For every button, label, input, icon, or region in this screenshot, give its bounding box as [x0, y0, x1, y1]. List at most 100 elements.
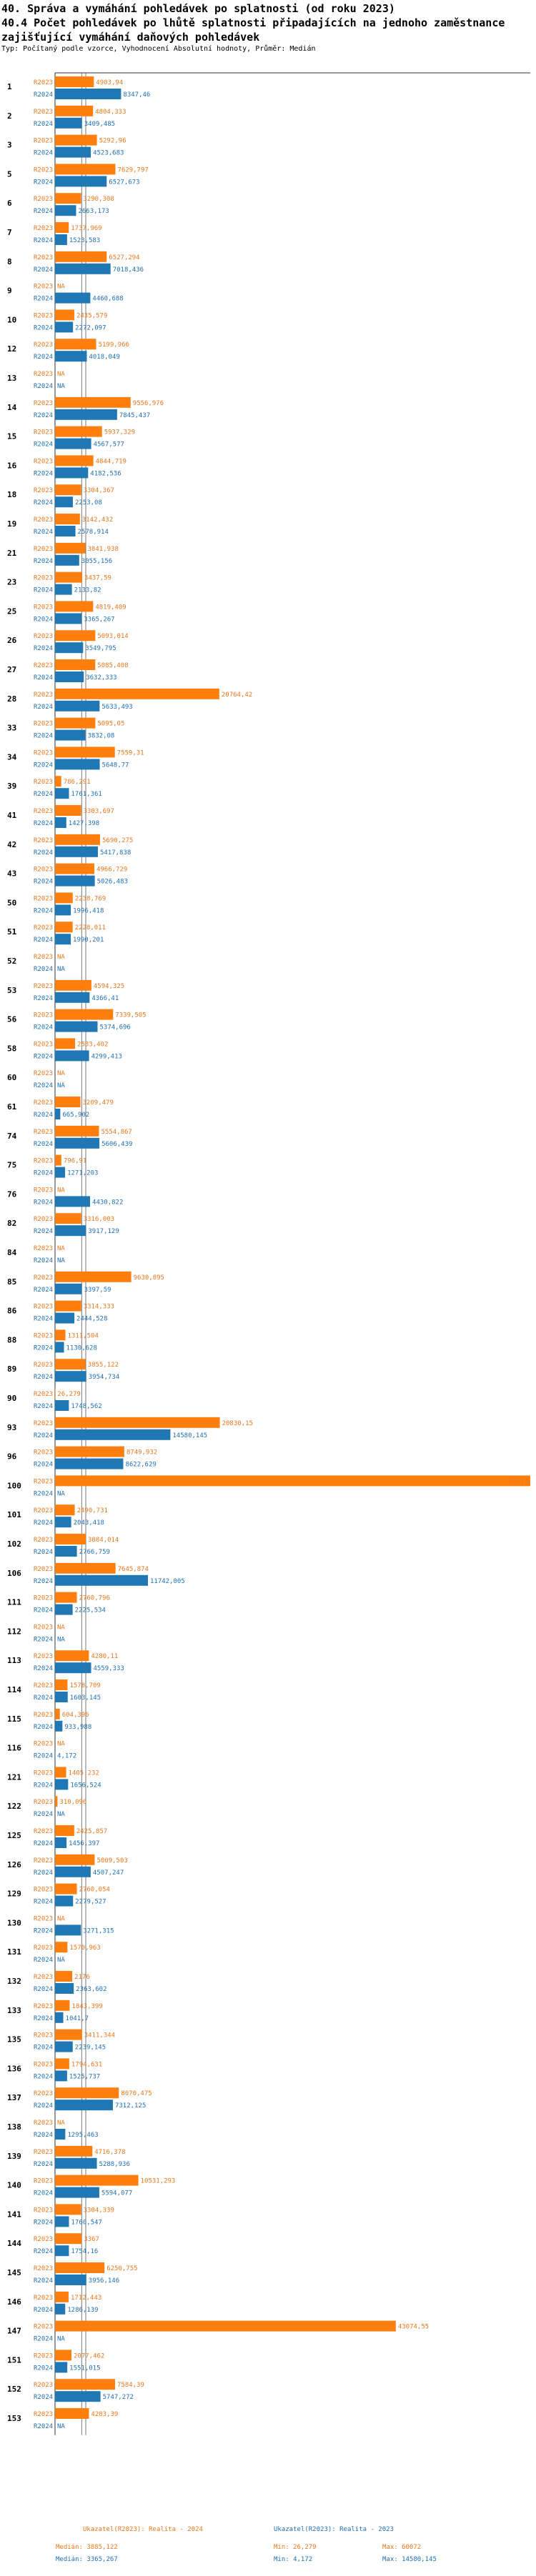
category-group-100: 100 R2023 R2024 60072 NA: [7, 1475, 530, 1497]
series-label-r2024: R2024: [34, 1986, 53, 1993]
series-label-r2023: R2023: [34, 1624, 53, 1631]
category-group-76: 76 R2023 R2024 NA 4430,822: [7, 1187, 123, 1207]
bar-r2024: [55, 496, 73, 508]
bar-r2023: [55, 1854, 95, 1865]
bar-r2024: [55, 234, 67, 245]
series-label-r2023: R2023: [34, 1304, 53, 1311]
bar-r2023: [55, 747, 115, 758]
series-label-r2023: R2023: [34, 1915, 53, 1922]
category-label: 41: [7, 811, 17, 820]
bar-r2024: [55, 729, 86, 741]
series-label-r2023: R2023: [34, 1537, 53, 1544]
series-label-r2023: R2023: [34, 1070, 53, 1077]
bar-r2024: [55, 1021, 98, 1032]
category-label: 3: [7, 141, 12, 150]
bar-r2024: [55, 467, 89, 479]
value-label-r2024: 1656,524: [70, 1782, 101, 1789]
series-label-r2024: R2024: [34, 412, 53, 419]
category-label: 9: [7, 286, 12, 296]
value-label-r2024: 4523,683: [93, 150, 124, 157]
bar-r2024: [55, 2303, 66, 2315]
category-group-15: 15 R2023 R2024 5937,329 4567,577: [7, 426, 135, 449]
category-group-144: 144 R2023 R2024 3367 1754,16: [7, 2233, 99, 2257]
series-label-r2024: R2024: [34, 324, 53, 331]
category-label: 141: [7, 2210, 21, 2219]
series-label-r2023: R2023: [34, 546, 53, 553]
series-label-r2024: R2024: [34, 2073, 53, 2080]
value-label-r2024: 4,172: [57, 1753, 76, 1760]
bar-r2023: [55, 571, 83, 583]
value-label-r2024: 11742,005: [150, 1578, 185, 1585]
series-label-r2024: R2024: [34, 1082, 53, 1089]
category-group-86: 86 R2023 R2024 3314,333 2444,528: [7, 1300, 114, 1324]
value-label-r2024: 1456,397: [69, 1840, 99, 1847]
value-label-r2024: 5747,272: [103, 2394, 134, 2401]
value-label-r2023: 3316,003: [84, 1216, 114, 1223]
value-label-r2023: 4716,378: [94, 2149, 125, 2156]
category-label: 23: [7, 578, 16, 587]
bar-r2023: [55, 1154, 61, 1166]
value-label-r2023: 7559,31: [117, 749, 144, 757]
series-label-r2023: R2023: [34, 1887, 53, 1894]
series-label-r2024: R2024: [34, 587, 53, 594]
value-label-r2024: 3409,485: [84, 121, 115, 128]
category-group-115: 115 R2023 R2024 604,396 933,988: [7, 1708, 91, 1732]
bar-r2024: [55, 438, 91, 449]
value-label-r2024: 4018,049: [89, 354, 119, 361]
category-label: 58: [7, 1044, 16, 1053]
value-label-r2023: 7629,797: [117, 166, 148, 174]
category-label: 135: [7, 2035, 21, 2045]
series-label-r2023: R2023: [34, 895, 53, 902]
series-label-r2023: R2023: [34, 1945, 53, 1952]
bar-r2023: [55, 1125, 99, 1137]
value-label-r2024: 2279,527: [75, 1899, 106, 1906]
bar-r2023: [55, 834, 100, 845]
category-label: 25: [7, 606, 16, 616]
category-label: 101: [7, 1510, 21, 1519]
bar-r2024: [55, 117, 82, 129]
category-label: 129: [7, 1889, 21, 1899]
category-group-16: 16 R2023 R2024 4844,719 4182,536: [7, 455, 126, 479]
category-group-8: 8 R2023 R2024 6527,294 7018,436: [7, 251, 144, 274]
category-label: 84: [7, 1248, 17, 1257]
bar-r2023: [55, 484, 81, 496]
category-group-139: 139 R2023 R2024 4716,378 5288,936: [7, 2145, 130, 2169]
value-label-r2023: NA: [57, 1245, 65, 1252]
series-label-r2024: R2024: [34, 2045, 53, 2052]
category-label: 139: [7, 2152, 21, 2161]
page-subtitle: 40.4 Počet pohledávek po lhůtě splatnost…: [1, 16, 505, 44]
series-label-r2024: R2024: [34, 1141, 53, 1148]
bar-r2024: [55, 1167, 66, 1178]
category-label: 5: [7, 169, 12, 179]
value-label-r2023: 3314,333: [84, 1304, 114, 1311]
series-label-r2024: R2024: [34, 470, 53, 477]
series-label-r2023: R2023: [34, 1828, 53, 1835]
bar-r2023: [55, 630, 96, 641]
series-label-r2023: R2023: [34, 516, 53, 524]
series-label-r2024: R2024: [34, 1753, 53, 1760]
series-label-r2024: R2024: [34, 1053, 53, 1060]
value-label-r2024: NA: [57, 2336, 65, 2343]
category-label: 51: [7, 927, 17, 937]
value-label-r2024: 1286,139: [67, 2307, 98, 2314]
value-label-r2024: 1761,361: [71, 791, 101, 798]
bar-r2024: [55, 1400, 69, 1411]
value-label-r2024: 2043,418: [74, 1519, 104, 1527]
value-label-r2023: 5093,014: [97, 633, 128, 640]
value-label-r2023: 4966,729: [96, 867, 127, 874]
series-label-r2023: R2023: [34, 2411, 53, 2418]
series-label-r2023: R2023: [34, 1391, 53, 1398]
bar-r2023: [55, 2175, 139, 2186]
category-group-23: 23 R2023 R2024 3437,59 2133,82: [7, 571, 111, 595]
series-label-r2023: R2023: [34, 341, 53, 349]
value-label-r2024: 7018,436: [113, 266, 144, 274]
bar-r2024: [55, 351, 87, 362]
category-group-141: 141 R2023 R2024 3304,339 1760,547: [7, 2204, 114, 2227]
category-label: 88: [7, 1335, 16, 1344]
bar-r2023: [55, 1592, 77, 1603]
value-label-r2024: 6527,673: [109, 179, 139, 186]
series-label-r2024: R2024: [34, 2307, 53, 2314]
category-label: 53: [7, 986, 16, 995]
series-label-r2023: R2023: [34, 954, 53, 961]
series-label-r2024: R2024: [34, 907, 53, 914]
